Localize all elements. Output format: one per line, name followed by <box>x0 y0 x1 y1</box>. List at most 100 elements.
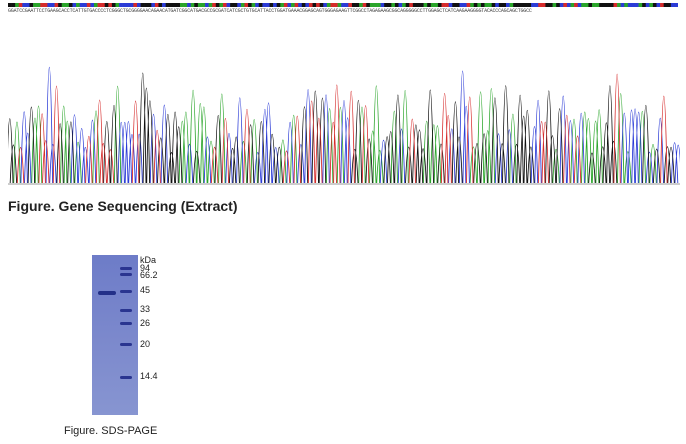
base-call-cell <box>341 3 346 7</box>
base-call-cell <box>33 3 37 7</box>
base-call-cell <box>90 3 95 7</box>
base-call-cell <box>581 3 586 7</box>
base-call-cell <box>577 3 582 7</box>
base-call-cell <box>452 3 457 7</box>
base-call-cell <box>570 3 575 7</box>
base-call-cell <box>609 3 614 7</box>
base-call-cell <box>190 3 195 7</box>
base-call-cell <box>652 3 657 7</box>
base-call-cell <box>566 3 571 7</box>
ladder-band-26 <box>120 322 132 325</box>
base-call-cell <box>244 3 249 7</box>
base-call-cell <box>470 3 475 7</box>
base-call-cell <box>606 3 611 7</box>
base-call-cell <box>602 3 607 7</box>
ladder-band-45 <box>120 290 132 293</box>
base-call-cell <box>276 3 281 7</box>
base-call-cell <box>613 3 618 7</box>
base-call-cell <box>516 3 521 7</box>
base-call-cell <box>430 3 435 7</box>
base-call-cell <box>83 3 88 7</box>
base-call-cell <box>348 3 353 7</box>
base-call-cell <box>624 3 629 7</box>
ladder-band-20 <box>120 343 132 346</box>
base-call-cell <box>355 3 360 7</box>
sequencing-figure-caption: Figure. Gene Sequencing (Extract) <box>8 198 238 214</box>
base-call-cell <box>115 3 120 7</box>
base-call-cell <box>441 3 446 7</box>
base-call-cell <box>491 3 496 7</box>
base-call-cell <box>269 3 274 7</box>
base-call-cell <box>645 3 650 7</box>
base-call-cell <box>488 3 492 7</box>
base-call-cell <box>463 3 467 7</box>
trace-G <box>8 72 675 184</box>
trace-A <box>13 85 657 184</box>
base-call-cell <box>265 3 270 7</box>
base-call-cell <box>660 3 664 7</box>
base-call-cell <box>93 3 98 7</box>
base-call-cell <box>97 3 102 7</box>
base-call-cell <box>362 3 367 7</box>
base-call-cell <box>541 3 546 7</box>
base-call-cell <box>538 3 543 7</box>
base-call-cell <box>18 3 23 7</box>
marker-label-45: 45 <box>140 285 151 295</box>
base-call-cell <box>119 3 123 7</box>
base-call-cell <box>76 3 80 7</box>
base-call-cell <box>179 3 184 7</box>
base-call-cell <box>312 3 317 7</box>
base-call-cell <box>617 3 621 7</box>
base-call-cell <box>162 3 166 7</box>
base-call-cell <box>506 3 510 7</box>
base-call-cell <box>319 3 324 7</box>
base-call-cell <box>258 3 263 7</box>
base-call-cell <box>670 3 675 7</box>
gel-lane-background <box>92 255 138 415</box>
sequence-strip: GGATCCGAATTCCTGAAGCACCTCATTGTGACCCCTCGGG… <box>8 3 678 21</box>
base-call-cell <box>240 3 245 7</box>
base-call-cell <box>445 3 449 7</box>
base-call-cell <box>219 3 224 7</box>
base-call-cell <box>273 3 278 7</box>
base-call-cell <box>201 3 206 7</box>
base-call-cell <box>111 3 116 7</box>
base-call-cell <box>584 3 589 7</box>
base-call-cell <box>47 3 52 7</box>
base-call-cell <box>369 3 374 7</box>
base-call-cell <box>527 3 532 7</box>
base-call-cell <box>233 3 238 7</box>
base-call-cell <box>531 3 535 7</box>
marker-label-26: 26 <box>140 318 151 328</box>
base-call-cell <box>129 3 134 7</box>
base-call-cell <box>427 3 432 7</box>
base-call-cell <box>108 3 113 7</box>
base-call-cell <box>477 3 482 7</box>
base-call-cell <box>287 3 292 7</box>
base-call-cell <box>466 3 471 7</box>
base-call-cell <box>136 3 141 7</box>
base-call-cell <box>509 3 514 7</box>
base-call-cell <box>484 3 489 7</box>
base-call-cell <box>43 3 48 7</box>
base-call-cell <box>631 3 636 7</box>
sample-band <box>98 291 116 295</box>
trace-C <box>20 66 680 184</box>
base-call-cell <box>36 3 41 7</box>
base-call-cell <box>169 3 174 7</box>
base-call-cell <box>398 3 403 7</box>
base-call-cell <box>459 3 464 7</box>
base-call-cell <box>86 3 91 7</box>
base-call-cell <box>384 3 389 7</box>
base-call-cell <box>534 3 539 7</box>
marker-label-66: 66.2 <box>140 270 158 280</box>
base-call-cell <box>208 3 213 7</box>
base-call-cell <box>502 3 507 7</box>
base-call-cell <box>205 3 209 7</box>
marker-label-33: 33 <box>140 304 151 314</box>
base-call-cell <box>351 3 356 7</box>
base-call-cell <box>294 3 299 7</box>
base-call-cell <box>215 3 220 7</box>
marker-label-20: 20 <box>140 339 151 349</box>
base-call-cell <box>262 3 267 7</box>
